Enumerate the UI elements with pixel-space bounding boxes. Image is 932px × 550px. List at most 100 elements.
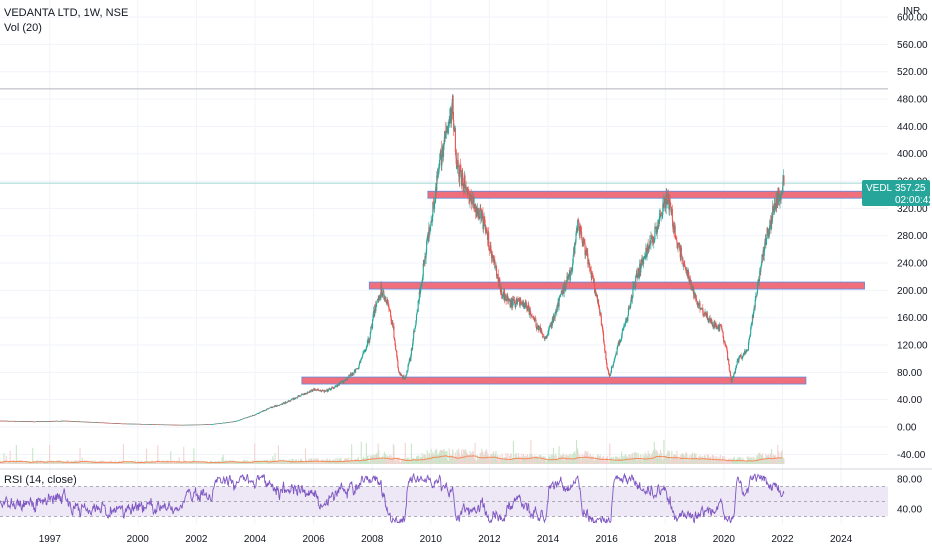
candle-body bbox=[14, 421, 16, 422]
volume-bar bbox=[339, 460, 341, 464]
candle-body bbox=[587, 260, 589, 265]
volume-bar bbox=[677, 460, 679, 464]
candle-body bbox=[301, 393, 303, 395]
volume-bar bbox=[561, 455, 563, 464]
volume-bar bbox=[190, 462, 192, 464]
candle-body bbox=[42, 421, 44, 423]
candle-body bbox=[458, 176, 460, 179]
candle-body bbox=[647, 244, 649, 250]
candle-body bbox=[133, 423, 135, 425]
volume-bar bbox=[144, 463, 146, 464]
candle-body bbox=[625, 320, 627, 322]
candle-body bbox=[32, 421, 34, 422]
volume-bar bbox=[311, 460, 313, 464]
candle-body bbox=[259, 412, 261, 413]
volume-bar bbox=[166, 461, 168, 464]
volume-bar bbox=[224, 462, 226, 464]
volume-bar bbox=[391, 455, 393, 464]
candle-body bbox=[456, 166, 458, 169]
candle-body bbox=[771, 216, 773, 229]
candle-body bbox=[669, 199, 671, 210]
candle-body bbox=[694, 293, 697, 299]
candle-body bbox=[206, 424, 208, 425]
candle-body bbox=[696, 301, 698, 302]
volume-bar bbox=[174, 462, 176, 464]
candle-body bbox=[148, 424, 150, 425]
candle-body bbox=[563, 283, 565, 294]
volume-bar bbox=[588, 456, 590, 464]
candle-body bbox=[130, 423, 132, 425]
candle-body bbox=[497, 273, 499, 283]
candle-body bbox=[359, 362, 361, 365]
candle-body bbox=[297, 397, 299, 398]
candle-body bbox=[716, 326, 719, 328]
candle-body bbox=[2, 420, 4, 422]
volume-bar bbox=[439, 452, 441, 464]
volume-bar bbox=[358, 460, 360, 464]
volume-bar bbox=[455, 456, 458, 464]
candle-body bbox=[754, 307, 756, 309]
volume-bar bbox=[586, 453, 588, 464]
volume-bar bbox=[565, 456, 567, 464]
volume-bar bbox=[140, 463, 143, 464]
candle-body bbox=[756, 293, 758, 296]
price-axis[interactable]: 600.00560.00520.00480.00440.00400.00360.… bbox=[897, 13, 928, 516]
volume-bar bbox=[460, 455, 462, 464]
volume-bar bbox=[183, 446, 185, 464]
volume-bar bbox=[696, 457, 698, 464]
candle-body bbox=[505, 294, 507, 301]
volume-bar bbox=[643, 460, 645, 464]
candle-body bbox=[426, 240, 428, 253]
volume-bar bbox=[240, 462, 242, 464]
candle-body bbox=[667, 193, 669, 204]
candle-body bbox=[63, 420, 65, 422]
volume-bar bbox=[95, 463, 97, 464]
candle-body bbox=[20, 421, 22, 422]
volume-bar bbox=[541, 456, 543, 464]
candle-body bbox=[724, 343, 726, 347]
candle-body bbox=[97, 422, 99, 423]
candle-body bbox=[158, 424, 161, 426]
candle-body bbox=[372, 314, 374, 320]
candle-body bbox=[76, 421, 78, 423]
candle-body bbox=[361, 357, 363, 359]
candle-body bbox=[161, 424, 163, 426]
candle-body bbox=[12, 420, 15, 422]
candle-body bbox=[226, 422, 228, 423]
volume-bar bbox=[422, 456, 424, 464]
candle-body bbox=[239, 419, 241, 421]
candle-body bbox=[198, 424, 201, 426]
candle-body bbox=[454, 128, 456, 152]
volume-bar bbox=[413, 462, 415, 464]
volume-bar bbox=[647, 450, 649, 464]
volume-bar bbox=[330, 460, 332, 464]
candle-body bbox=[728, 364, 730, 371]
candle-body bbox=[392, 325, 394, 328]
volume-bar bbox=[308, 462, 310, 464]
candle-body bbox=[344, 379, 346, 381]
volume-bar bbox=[283, 462, 285, 464]
candle-body bbox=[718, 324, 720, 331]
candle-body bbox=[391, 321, 393, 325]
price-tick-label: 240.00 bbox=[897, 259, 928, 270]
candle-body bbox=[280, 404, 282, 406]
candle-body bbox=[679, 249, 681, 258]
candle-body bbox=[769, 220, 771, 231]
volume-bar bbox=[448, 448, 450, 464]
volume-bar bbox=[495, 457, 498, 464]
candle-body bbox=[106, 422, 108, 424]
volume-bar bbox=[386, 457, 388, 464]
candle-body bbox=[147, 424, 149, 425]
volume-bar bbox=[394, 458, 396, 464]
volume-bar bbox=[691, 454, 693, 464]
volume-bar bbox=[379, 457, 381, 464]
candle-body bbox=[157, 424, 159, 425]
volume-bar bbox=[467, 454, 469, 464]
volume-bar bbox=[650, 456, 652, 464]
time-axis[interactable]: 1997 2000 2002 2004 2006 2008 2010 2012 2014 2016… bbox=[39, 534, 853, 545]
candle-body bbox=[471, 196, 473, 205]
volume-bar bbox=[25, 461, 27, 464]
volume-bar bbox=[524, 455, 526, 464]
volume-bar bbox=[187, 462, 189, 464]
